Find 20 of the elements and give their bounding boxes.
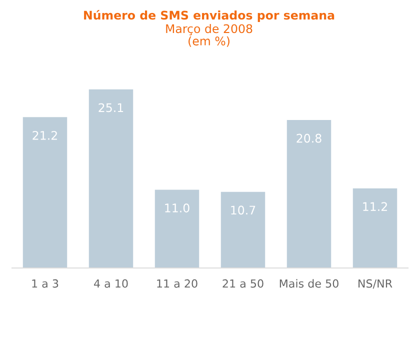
data-label: 25.1: [98, 103, 124, 112]
data-label: 11.0: [165, 204, 190, 212]
bar: [154, 190, 200, 268]
data-label: 20.8: [296, 134, 322, 143]
bar: [88, 89, 134, 268]
x-tick-label: 4 a 10: [94, 279, 128, 288]
bar: [220, 192, 266, 268]
bar: [352, 188, 398, 268]
bar: [286, 120, 332, 268]
x-tick-label: NS/NR: [358, 279, 392, 289]
x-tick-label: 21 a 50: [222, 279, 264, 288]
x-tick-label: 11 a 20: [157, 279, 198, 288]
data-label: 10.7: [231, 206, 256, 215]
chart-title: Número de SMS enviados por semana: [84, 10, 334, 22]
data-label: 21.2: [32, 130, 57, 140]
x-tick-label: Mais de 50: [280, 279, 338, 288]
data-label: 11.2: [363, 202, 387, 211]
bar: [22, 117, 68, 268]
chart-subtitle: Março de 2008 (em %): [166, 24, 252, 47]
x-tick-label: 1 a 3: [32, 279, 58, 288]
